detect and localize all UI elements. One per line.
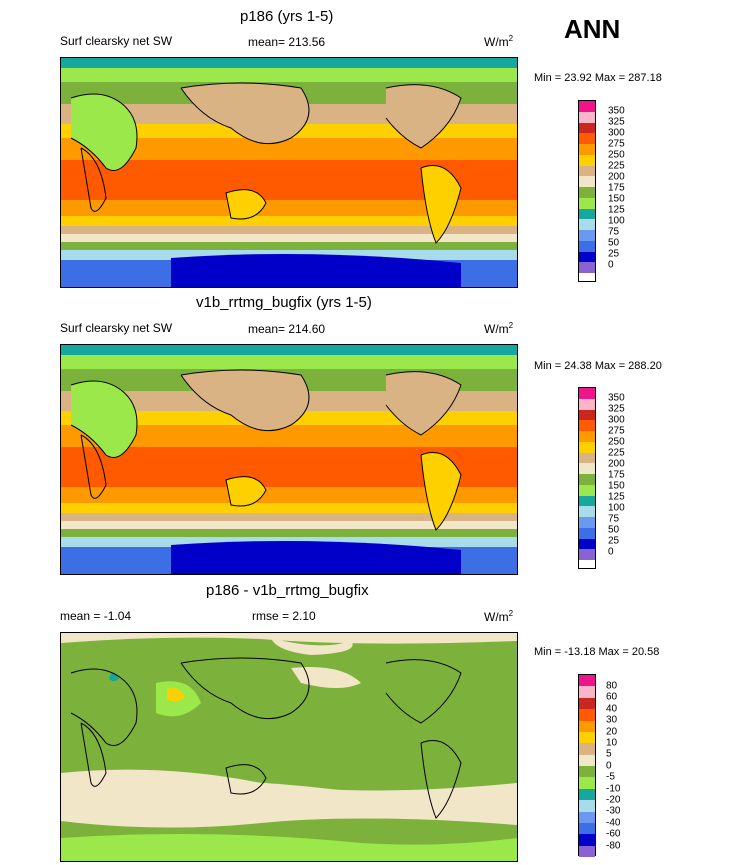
tick-label: 5: [606, 748, 612, 760]
map-control: [60, 344, 518, 575]
tick-label: 225: [608, 447, 625, 459]
tick-label: 350: [608, 105, 625, 117]
panel-title: p186 (yrs 1-5): [240, 8, 334, 25]
tick-label: 50: [608, 524, 620, 536]
tick-label: 80: [606, 680, 618, 692]
tick-label: 175: [608, 182, 625, 194]
tick-label: 225: [608, 160, 625, 172]
tick-label: 125: [608, 204, 625, 216]
tick-label: -80: [606, 840, 621, 852]
mean-label: mean= 213.56: [248, 35, 326, 49]
tick-label: 0: [606, 760, 612, 772]
tick-label: -60: [606, 828, 621, 840]
tick-label: 75: [608, 513, 620, 525]
tick-label: 20: [606, 726, 618, 738]
mean-label: mean= 214.60: [248, 322, 326, 336]
tick-label: 275: [608, 425, 625, 437]
tick-label: 0: [608, 546, 614, 558]
tick-label: 300: [608, 127, 625, 139]
season-label: ANN: [564, 14, 621, 44]
tick-label: 250: [608, 436, 625, 448]
mean-label: mean = -1.04: [60, 609, 132, 623]
tick-label: 350: [608, 392, 625, 404]
tick-label: 200: [608, 458, 625, 470]
tick-label: 25: [608, 535, 620, 547]
colorbar-control: [578, 387, 596, 569]
tick-label: 125: [608, 491, 625, 503]
colorbar-test: [578, 100, 596, 282]
panel-title: v1b_rrtmg_bugfix (yrs 1-5): [196, 294, 372, 311]
panel-title: p186 - v1b_rrtmg_bugfix: [206, 582, 369, 599]
tick-label: 30: [606, 714, 618, 726]
map-difference: [60, 632, 518, 862]
tick-label: -40: [606, 817, 621, 829]
colorbar-difference: [578, 674, 596, 857]
units-label: W/m2: [484, 609, 514, 624]
variable-label: Surf clearsky net SW: [60, 321, 173, 335]
tick-label: 0: [608, 259, 614, 271]
rmse-label: rmse = 2.10: [252, 609, 316, 623]
tick-label: -20: [606, 794, 621, 806]
tick-label: 150: [608, 193, 625, 205]
tick-label: 300: [608, 414, 625, 426]
minmax-label: Min = 23.92 Max = 287.18: [534, 72, 662, 84]
minmax-label: Min = 24.38 Max = 288.20: [534, 360, 662, 372]
variable-label: Surf clearsky net SW: [60, 34, 173, 48]
tick-label: 250: [608, 149, 625, 161]
tick-label: 150: [608, 480, 625, 492]
tick-label: 175: [608, 469, 625, 481]
map-field: [61, 345, 517, 574]
tick-label: 100: [608, 502, 625, 514]
map-test: [60, 57, 518, 288]
tick-label: 10: [606, 737, 618, 749]
tick-label: 100: [608, 215, 625, 227]
map-field: [61, 58, 517, 287]
tick-label: 200: [608, 171, 625, 183]
tick-label: 25: [608, 248, 620, 260]
tick-label: 275: [608, 138, 625, 150]
units-label: W/m2: [484, 34, 514, 49]
tick-label: 75: [608, 226, 620, 238]
units-label: W/m2: [484, 321, 514, 336]
map-field: [61, 633, 517, 861]
minmax-label: Min = -13.18 Max = 20.58: [534, 646, 660, 658]
tick-label: 325: [608, 403, 625, 415]
tick-label: -30: [606, 805, 621, 817]
tick-label: 325: [608, 116, 625, 128]
tick-label: -5: [606, 771, 615, 783]
tick-label: -10: [606, 783, 621, 795]
tick-label: 50: [608, 237, 620, 249]
tick-label: 40: [606, 703, 618, 715]
tick-label: 60: [606, 691, 618, 703]
